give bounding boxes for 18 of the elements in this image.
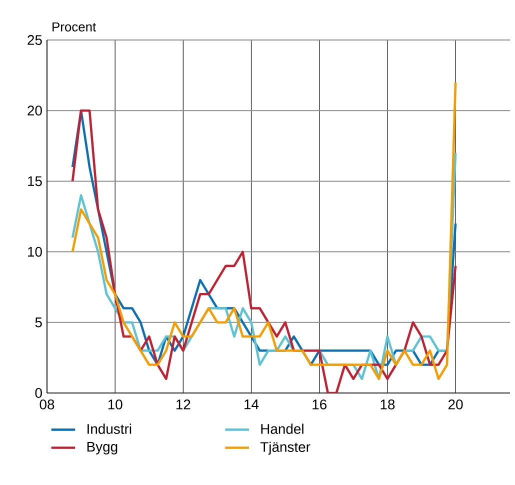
x-tick-label: 18 [380,400,395,410]
legend-label: Industri [88,424,132,434]
y-axis-title: Procent [52,22,96,32]
legend-label: Tjänster [260,442,310,455]
y-tick-label: 20 [28,106,42,116]
x-tick-label: 16 [312,400,326,410]
x-tick-label: 10 [108,400,122,410]
x-tick-label: 08 [40,400,54,410]
y-tick-label: 15 [28,176,42,186]
y-tick-label: 5 [35,318,42,328]
legend-label: Bygg [87,442,118,454]
legend-label: Handel [261,424,304,434]
x-tick-label: 14 [244,400,259,410]
x-tick-label: 12 [176,400,190,410]
y-tick-label: 10 [28,246,42,257]
y-tick-label: 25 [28,35,42,45]
x-tick-label: 20 [448,400,463,410]
y-tick-label: 0 [35,388,42,398]
